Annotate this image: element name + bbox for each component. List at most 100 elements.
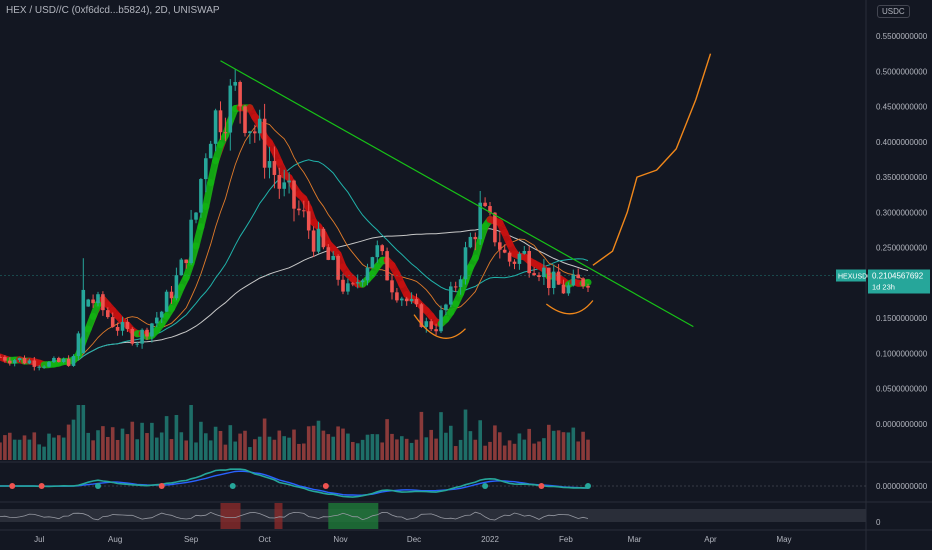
rsi-overbought-zone	[220, 503, 241, 529]
candle-body	[17, 357, 22, 361]
volume-bar	[71, 419, 76, 460]
candle-body	[282, 182, 286, 189]
rsi-band	[0, 509, 866, 522]
volume-bar	[213, 426, 218, 460]
volume-bar	[243, 430, 247, 460]
candle-body	[316, 228, 321, 252]
volume-bar	[130, 421, 135, 460]
volume-bar	[395, 439, 399, 460]
candle-body	[81, 289, 86, 354]
price-tag-value: 0.2104567692	[872, 272, 924, 281]
candle-body	[248, 131, 252, 134]
trend-ribbon-segment	[207, 157, 220, 187]
volume-bar	[463, 409, 468, 460]
volume-bar	[27, 439, 32, 460]
volume-bar	[189, 405, 193, 460]
rsi-oversold-zone	[328, 503, 379, 529]
volume-bar	[297, 443, 301, 460]
candle-body	[140, 329, 144, 344]
price-axis-label: 0.3000000000	[876, 208, 928, 217]
candle-body	[130, 328, 135, 344]
candle-body	[218, 110, 223, 133]
volume-bar	[145, 433, 149, 460]
volume-bar	[473, 439, 478, 460]
candle-body	[502, 249, 507, 253]
candle-body	[390, 280, 394, 293]
candle-body	[473, 236, 478, 240]
volume-bar	[414, 439, 419, 460]
candle-body	[159, 311, 164, 318]
volume-bar	[360, 439, 365, 460]
bottom-annotation-curve	[413, 314, 466, 339]
candle-body	[331, 255, 335, 260]
candle-body	[243, 106, 247, 134]
candle-body	[145, 329, 149, 337]
candle-body	[395, 292, 399, 301]
moving-average-short	[0, 121, 589, 363]
volume-bar	[547, 424, 551, 460]
time-axis-label: 2022	[481, 535, 499, 544]
candle-body	[351, 283, 355, 285]
volume-bar	[81, 405, 86, 460]
candle-body	[444, 304, 448, 311]
candle-body	[189, 219, 193, 264]
volume-bar	[110, 427, 115, 460]
candle-body	[277, 174, 282, 189]
candle-body	[488, 206, 492, 213]
candle-body	[297, 208, 301, 211]
candle-body	[478, 202, 482, 240]
candle-body	[493, 212, 497, 243]
candle-body	[360, 280, 365, 283]
time-axis-label: Sep	[184, 535, 199, 544]
candle-body	[213, 110, 218, 144]
candle-body	[527, 250, 531, 274]
volume-bar	[341, 428, 345, 460]
candle-body	[434, 329, 438, 332]
volume-bar	[292, 429, 296, 460]
candle-body	[566, 285, 571, 294]
candle-body	[468, 236, 473, 248]
volume-bar	[571, 427, 576, 460]
time-axis-label: Nov	[333, 535, 347, 544]
candle-body	[12, 360, 17, 364]
volume-bar	[42, 446, 46, 460]
volume-bar	[302, 443, 306, 460]
descending-trendline	[220, 60, 694, 328]
volume-bar	[253, 439, 257, 460]
candle-body	[551, 271, 556, 289]
candle-body	[522, 250, 527, 254]
volume-bar	[512, 443, 517, 460]
volume-bar	[159, 432, 164, 460]
volume-bar	[199, 421, 203, 460]
volume-bar	[321, 430, 326, 460]
volume-bar	[22, 435, 27, 460]
volume-bar	[306, 426, 311, 460]
volume-bar	[223, 444, 228, 460]
candle-body	[96, 294, 100, 304]
volume-bar	[248, 447, 252, 460]
volume-bar	[17, 439, 22, 460]
volume-bar	[125, 434, 130, 460]
candle-body	[76, 333, 81, 357]
volume-bar	[453, 446, 458, 460]
volume-bar	[164, 416, 169, 460]
price-axis-label: 0.5500000000	[876, 32, 928, 41]
candle-body	[57, 357, 61, 363]
volume-bar	[311, 425, 316, 460]
candle-body	[586, 285, 590, 288]
candle-body	[419, 304, 424, 327]
candle-body	[238, 82, 242, 107]
volume-bar	[8, 432, 12, 460]
volume-bar	[96, 430, 100, 460]
candle-body	[355, 282, 360, 284]
volume-bar	[468, 431, 473, 460]
rsi-line	[0, 511, 589, 521]
volume-bar	[61, 437, 66, 460]
currency-unit-button[interactable]: USDC	[877, 5, 910, 18]
volume-bar	[76, 405, 81, 460]
price-axis-label: 0.2500000000	[876, 244, 928, 253]
candle-body	[115, 326, 120, 331]
volume-bar	[47, 433, 51, 460]
volume-bar	[155, 437, 159, 460]
